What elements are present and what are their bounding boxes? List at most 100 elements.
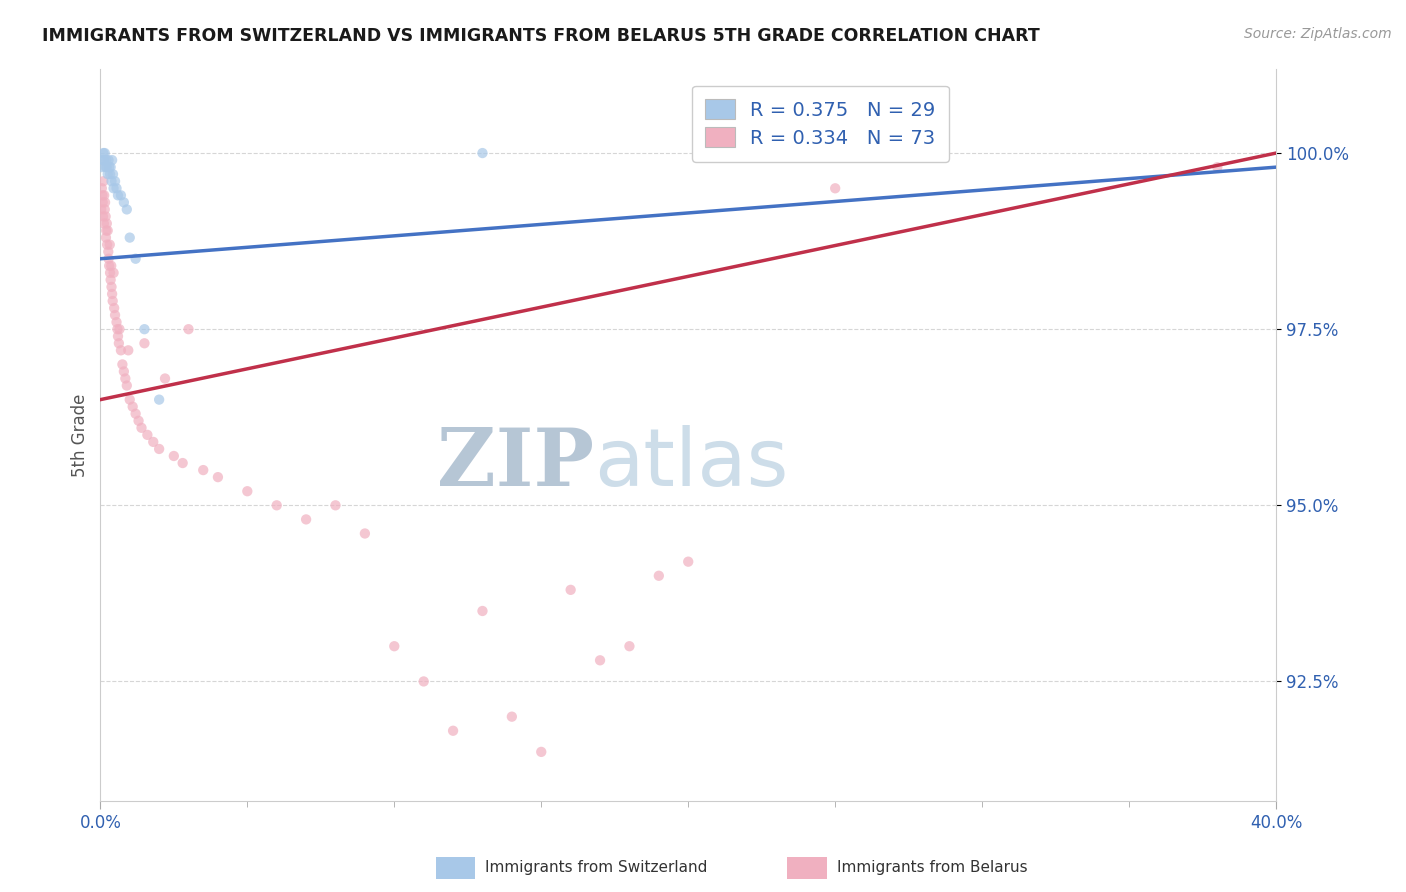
Text: Immigrants from Switzerland: Immigrants from Switzerland — [485, 861, 707, 875]
Point — [91, 153, 114, 167]
Point — [103, 181, 125, 195]
Point — [91, 146, 114, 161]
Point — [101, 293, 124, 308]
Point — [93, 188, 115, 202]
Point — [98, 167, 121, 181]
Point — [266, 498, 288, 512]
Point — [471, 604, 494, 618]
Point — [589, 653, 612, 667]
Point — [118, 392, 141, 407]
Point — [110, 343, 132, 358]
Point — [98, 160, 121, 174]
Point — [124, 252, 146, 266]
Legend: R = 0.375   N = 29, R = 0.334   N = 73: R = 0.375 N = 29, R = 0.334 N = 73 — [692, 86, 949, 161]
Point — [295, 512, 318, 526]
Point — [97, 167, 120, 181]
Point — [100, 174, 122, 188]
Point — [94, 230, 117, 244]
Point — [94, 210, 117, 224]
Text: atlas: atlas — [595, 425, 789, 503]
Point — [382, 639, 405, 653]
Point — [118, 230, 141, 244]
Point — [824, 181, 846, 195]
Point — [112, 364, 135, 378]
Point — [111, 358, 134, 372]
Point — [96, 160, 118, 174]
Point — [103, 301, 125, 315]
Point — [124, 407, 146, 421]
Point — [676, 555, 699, 569]
Point — [110, 188, 132, 202]
Point — [98, 266, 121, 280]
Point — [96, 153, 118, 167]
Point — [97, 252, 120, 266]
Point — [648, 568, 671, 582]
Point — [148, 442, 170, 456]
Point — [117, 343, 139, 358]
Point — [97, 153, 120, 167]
Point — [103, 266, 125, 280]
Point — [98, 259, 121, 273]
Point — [735, 146, 758, 161]
Point — [121, 400, 143, 414]
Point — [104, 174, 127, 188]
Point — [101, 167, 124, 181]
Point — [101, 153, 124, 167]
Point — [107, 329, 129, 343]
Point — [97, 223, 120, 237]
Point — [107, 188, 129, 202]
Point — [1206, 160, 1229, 174]
Point — [96, 237, 118, 252]
Point — [90, 202, 112, 217]
Point — [325, 498, 347, 512]
Point — [94, 202, 117, 217]
Point — [96, 217, 118, 231]
Point — [560, 582, 582, 597]
Point — [100, 280, 122, 294]
Point — [93, 217, 115, 231]
Point — [134, 322, 156, 336]
Point — [94, 160, 117, 174]
Point — [90, 181, 112, 195]
Text: IMMIGRANTS FROM SWITZERLAND VS IMMIGRANTS FROM BELARUS 5TH GRADE CORRELATION CHA: IMMIGRANTS FROM SWITZERLAND VS IMMIGRANT… — [42, 27, 1040, 45]
Point — [97, 244, 120, 259]
Point — [96, 223, 118, 237]
Point — [128, 414, 150, 428]
Point — [104, 308, 127, 322]
Point — [142, 434, 165, 449]
Point — [441, 723, 464, 738]
Point — [91, 210, 114, 224]
Point — [131, 421, 153, 435]
Point — [193, 463, 215, 477]
Point — [136, 428, 159, 442]
Point — [207, 470, 229, 484]
Point — [112, 195, 135, 210]
Point — [236, 484, 259, 499]
Point — [98, 237, 121, 252]
Point — [101, 287, 124, 301]
Point — [100, 273, 122, 287]
Text: Source: ZipAtlas.com: Source: ZipAtlas.com — [1244, 27, 1392, 41]
Point — [93, 153, 115, 167]
Point — [134, 336, 156, 351]
Point — [501, 709, 523, 723]
Point — [91, 195, 114, 210]
Point — [105, 322, 128, 336]
Point — [100, 160, 122, 174]
Point — [619, 639, 641, 653]
Point — [177, 322, 200, 336]
Point — [91, 174, 114, 188]
Point — [105, 315, 128, 329]
Point — [108, 322, 131, 336]
Point — [108, 336, 131, 351]
Point — [94, 146, 117, 161]
Y-axis label: 5th Grade: 5th Grade — [72, 393, 89, 476]
Point — [530, 745, 553, 759]
Point — [172, 456, 194, 470]
Point — [163, 449, 186, 463]
Point — [91, 188, 114, 202]
Point — [412, 674, 434, 689]
Text: Immigrants from Belarus: Immigrants from Belarus — [837, 861, 1028, 875]
Point — [114, 371, 136, 385]
Point — [94, 195, 117, 210]
